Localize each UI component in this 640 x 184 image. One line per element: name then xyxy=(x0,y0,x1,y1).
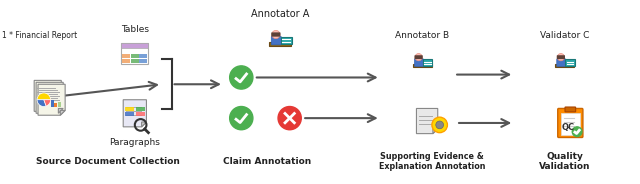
FancyBboxPatch shape xyxy=(139,59,147,63)
Circle shape xyxy=(230,107,253,130)
Polygon shape xyxy=(60,110,65,115)
FancyBboxPatch shape xyxy=(121,43,148,48)
Circle shape xyxy=(230,66,253,89)
FancyBboxPatch shape xyxy=(136,107,145,111)
FancyBboxPatch shape xyxy=(413,64,432,67)
Text: Quality
Validation: Quality Validation xyxy=(539,152,590,171)
Circle shape xyxy=(432,117,447,133)
Polygon shape xyxy=(58,108,63,113)
Polygon shape xyxy=(38,84,65,115)
FancyBboxPatch shape xyxy=(125,112,134,116)
FancyBboxPatch shape xyxy=(51,100,54,107)
Polygon shape xyxy=(124,100,147,127)
Circle shape xyxy=(272,30,280,39)
FancyBboxPatch shape xyxy=(557,108,583,137)
Text: Supporting Evidence &
Explanation Annotation: Supporting Evidence & Explanation Annota… xyxy=(379,152,485,171)
FancyBboxPatch shape xyxy=(131,54,138,58)
FancyBboxPatch shape xyxy=(565,59,575,66)
FancyBboxPatch shape xyxy=(271,36,282,45)
Polygon shape xyxy=(56,107,61,111)
Polygon shape xyxy=(36,82,63,113)
FancyBboxPatch shape xyxy=(565,107,575,112)
FancyBboxPatch shape xyxy=(58,102,61,107)
FancyBboxPatch shape xyxy=(54,103,58,107)
Text: Tables: Tables xyxy=(121,25,149,34)
FancyBboxPatch shape xyxy=(423,59,433,66)
Circle shape xyxy=(415,54,422,61)
FancyBboxPatch shape xyxy=(269,42,291,46)
Circle shape xyxy=(436,121,444,129)
FancyBboxPatch shape xyxy=(136,112,145,116)
FancyBboxPatch shape xyxy=(557,55,565,59)
Polygon shape xyxy=(141,122,147,127)
Text: Validator C: Validator C xyxy=(540,31,589,40)
FancyBboxPatch shape xyxy=(125,107,134,111)
FancyBboxPatch shape xyxy=(131,59,138,63)
Text: Annotator A: Annotator A xyxy=(251,9,309,19)
Wedge shape xyxy=(44,100,51,106)
Text: Annotator B: Annotator B xyxy=(395,31,449,40)
Text: QC: QC xyxy=(562,123,575,132)
Text: Claim Annotation: Claim Annotation xyxy=(223,157,312,166)
FancyBboxPatch shape xyxy=(281,37,291,44)
FancyBboxPatch shape xyxy=(555,64,574,67)
FancyBboxPatch shape xyxy=(561,113,580,135)
FancyBboxPatch shape xyxy=(122,54,130,58)
Circle shape xyxy=(278,107,301,130)
FancyBboxPatch shape xyxy=(415,59,424,66)
Circle shape xyxy=(572,127,582,137)
Polygon shape xyxy=(417,108,438,134)
FancyBboxPatch shape xyxy=(557,59,566,66)
Wedge shape xyxy=(37,100,46,107)
Wedge shape xyxy=(37,93,51,100)
FancyBboxPatch shape xyxy=(271,32,280,37)
Text: Source Document Collection: Source Document Collection xyxy=(36,157,180,166)
Polygon shape xyxy=(34,80,61,111)
FancyBboxPatch shape xyxy=(122,59,130,63)
Text: Paragraphs: Paragraphs xyxy=(109,138,160,147)
Polygon shape xyxy=(433,129,438,134)
Circle shape xyxy=(557,54,564,61)
Text: 1 * Financial Report: 1 * Financial Report xyxy=(3,31,77,40)
FancyBboxPatch shape xyxy=(415,55,423,59)
FancyBboxPatch shape xyxy=(139,54,147,58)
FancyBboxPatch shape xyxy=(121,43,148,64)
